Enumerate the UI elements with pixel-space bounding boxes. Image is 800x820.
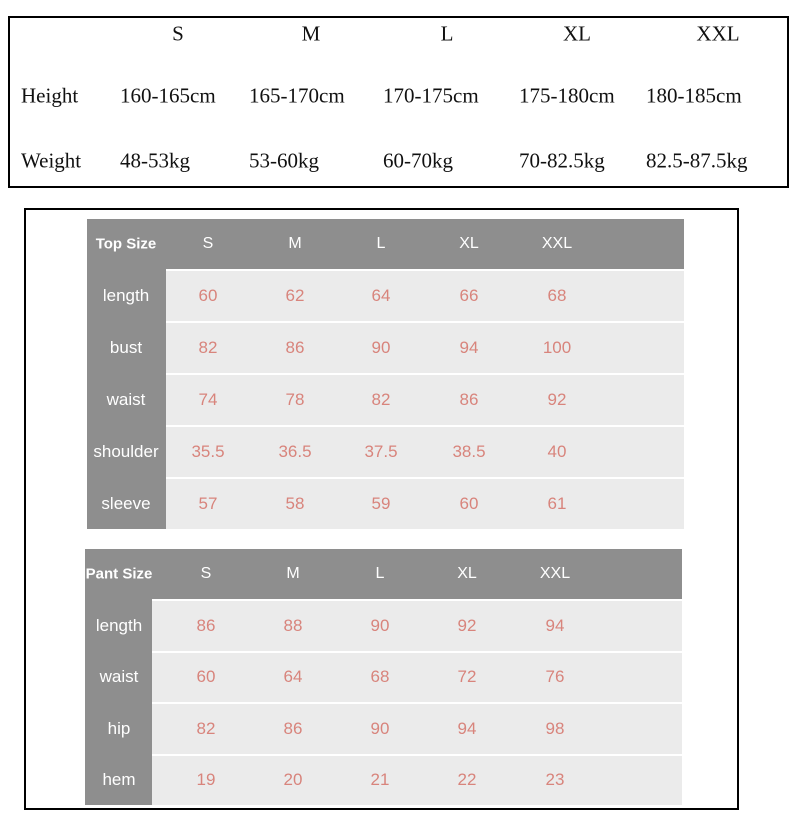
measure-cell: 78 <box>285 390 305 409</box>
size-header: XXL <box>541 235 573 252</box>
size-cell: 53-60kg <box>249 148 319 173</box>
measure-cell: 94 <box>457 718 477 738</box>
measure-cell: 86 <box>459 390 479 409</box>
measure-cell: 86 <box>196 615 216 635</box>
measure-cell: 82 <box>198 338 218 357</box>
table-title: Top Size <box>95 235 157 253</box>
measure-cell: 60 <box>198 286 218 305</box>
measure-cell: 22 <box>457 770 477 790</box>
measure-cell: 21 <box>370 770 390 790</box>
table-title: Pant Size <box>85 565 153 583</box>
row-band <box>166 375 684 425</box>
size-cell: 48-53kg <box>120 148 190 173</box>
size-cell: 160-165cm <box>120 83 216 108</box>
row-band <box>166 427 684 477</box>
size-header: XXL <box>696 21 740 46</box>
measure-cell: 68 <box>547 286 567 305</box>
size-cell: 170-175cm <box>383 83 479 108</box>
size-header: XL <box>563 21 591 46</box>
measure-cell: 20 <box>283 770 303 790</box>
size-header: XXL <box>539 565 571 582</box>
measure-cell: 94 <box>459 338 479 357</box>
measure-cell: 90 <box>371 338 391 357</box>
measure-cell: 37.5 <box>364 442 398 461</box>
row-band <box>166 323 684 373</box>
measure-cell: 90 <box>370 718 390 738</box>
header-band <box>87 219 684 269</box>
measure-cell: 60 <box>459 494 479 513</box>
row-label: waist <box>99 667 139 687</box>
measure-cell: 68 <box>370 667 390 687</box>
measure-cell: 82 <box>371 390 391 409</box>
size-guide-box <box>8 16 789 188</box>
measure-cell: 23 <box>545 770 565 790</box>
size-cell: 175-180cm <box>519 83 615 108</box>
size-header: M <box>288 235 302 252</box>
label-column <box>85 599 152 805</box>
measure-cell: 60 <box>196 667 216 687</box>
label-column <box>87 269 166 529</box>
measure-cell: 19 <box>196 770 216 790</box>
row-band <box>166 271 684 321</box>
measure-cell: 86 <box>283 718 303 738</box>
size-header: L <box>376 235 386 252</box>
size-cell: 165-170cm <box>249 83 345 108</box>
measure-cell: 74 <box>198 390 218 409</box>
row-label: sleeve <box>101 494 151 513</box>
row-label: bust <box>109 338 143 357</box>
size-cell: 180-185cm <box>646 83 742 108</box>
row-band <box>166 479 684 529</box>
header-band <box>85 549 682 599</box>
measure-cell: 59 <box>371 494 391 513</box>
size-header: M <box>286 565 300 582</box>
row-band <box>152 704 682 754</box>
row-label: Height <box>21 83 79 108</box>
row-band <box>152 652 682 702</box>
measure-cell: 100 <box>542 338 572 357</box>
measure-cell: 36.5 <box>278 442 312 461</box>
measurement-box <box>24 208 739 810</box>
measure-cell: 86 <box>285 338 305 357</box>
measure-cell: 66 <box>459 286 479 305</box>
size-cell: 60-70kg <box>383 148 453 173</box>
measure-cell: 98 <box>545 718 565 738</box>
measure-cell: 58 <box>285 494 305 513</box>
measure-cell: 90 <box>370 615 390 635</box>
size-header: S <box>200 565 212 582</box>
measure-cell: 92 <box>547 390 567 409</box>
row-label: Weight <box>21 148 82 173</box>
row-band <box>152 755 682 805</box>
row-label: waist <box>106 390 146 409</box>
size-header: M <box>301 21 321 46</box>
measure-cell: 35.5 <box>191 442 225 461</box>
measure-cell: 88 <box>283 615 303 635</box>
size-header: L <box>440 21 454 46</box>
row-label: length <box>102 286 150 305</box>
row-band <box>152 601 682 651</box>
measure-cell: 92 <box>457 615 477 635</box>
size-cell: 82.5-87.5kg <box>646 148 748 173</box>
measure-cell: 64 <box>371 286 391 305</box>
measure-cell: 72 <box>457 667 477 687</box>
size-cell: 70-82.5kg <box>519 148 605 173</box>
row-label: hem <box>102 770 136 790</box>
row-label: length <box>95 615 143 635</box>
measure-cell: 64 <box>283 667 303 687</box>
size-header: L <box>375 565 385 582</box>
measure-cell: 94 <box>545 615 565 635</box>
measure-cell: 82 <box>196 718 216 738</box>
size-header: S <box>202 235 214 252</box>
measure-cell: 38.5 <box>452 442 486 461</box>
size-header: S <box>172 21 184 46</box>
measure-cell: 62 <box>285 286 305 305</box>
measure-cell: 76 <box>545 667 565 687</box>
measure-cell: 40 <box>547 442 567 461</box>
size-header: XL <box>459 235 479 252</box>
row-label: shoulder <box>93 442 159 461</box>
row-label: hip <box>107 718 131 738</box>
measure-cell: 57 <box>198 494 218 513</box>
size-header: XL <box>457 565 477 582</box>
measure-cell: 61 <box>547 494 567 513</box>
